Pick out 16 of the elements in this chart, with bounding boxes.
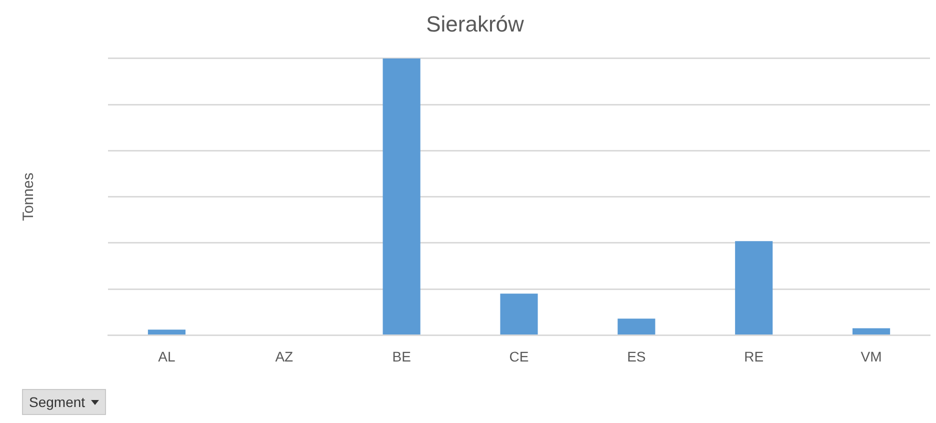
x-tick-label: CE: [509, 348, 529, 364]
bar: [852, 328, 890, 334]
x-tick-label: ES: [627, 348, 646, 364]
bar: [382, 58, 420, 334]
x-tick-label: VM: [860, 348, 882, 364]
chart-title: Sierakrów: [426, 11, 524, 36]
segment-dropdown: Segment: [22, 389, 106, 415]
bar: [735, 241, 773, 334]
x-tick-label: AZ: [275, 348, 294, 364]
bar: [618, 318, 656, 334]
x-tick-label: AL: [158, 348, 176, 364]
bar: [500, 294, 538, 334]
x-tick-label: RE: [744, 348, 764, 364]
y-axis-title: Tonnes: [20, 172, 38, 221]
x-tick-label: BE: [392, 348, 411, 364]
bar: [148, 330, 186, 334]
